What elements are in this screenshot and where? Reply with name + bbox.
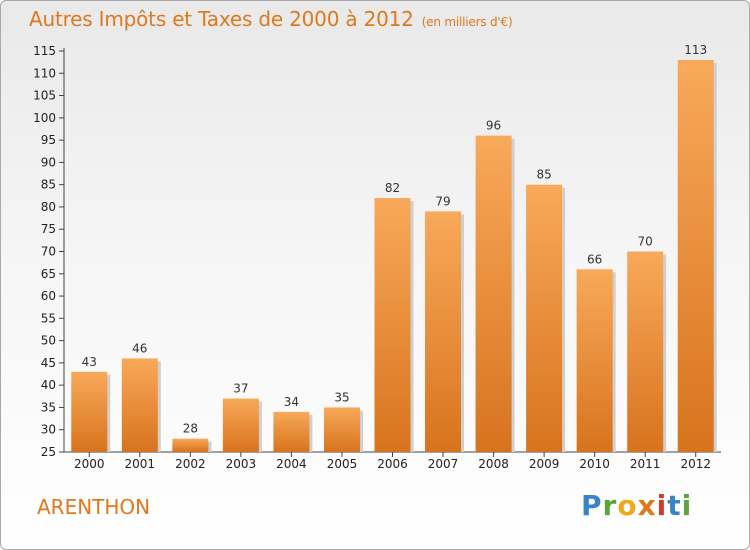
y-tick-label: 60 — [41, 289, 56, 303]
bar — [172, 438, 209, 452]
y-tick-label: 25 — [41, 445, 56, 459]
y-tick-label: 70 — [41, 245, 56, 259]
x-tick-label: 2004 — [276, 457, 307, 471]
x-tick-label: 2003 — [226, 457, 257, 471]
bar — [374, 198, 411, 452]
data-label: 85 — [536, 168, 551, 182]
logo-letter: r — [602, 489, 618, 522]
y-tick-label: 35 — [41, 400, 56, 414]
logo-letter: P — [581, 489, 603, 522]
x-tick-label: 2005 — [327, 457, 358, 471]
place-name: ARENTHON — [37, 495, 151, 519]
data-label: 96 — [486, 119, 501, 133]
logo-letter: x — [637, 489, 657, 522]
data-label: 37 — [233, 382, 248, 396]
x-tick-label: 2000 — [74, 457, 105, 471]
bar — [475, 135, 512, 452]
y-tick-label: 80 — [41, 200, 56, 214]
x-tick-label: 2009 — [529, 457, 560, 471]
data-label: 34 — [284, 395, 299, 409]
bar — [222, 398, 259, 452]
y-tick-label: 75 — [41, 222, 56, 236]
proxiti-logo: Proxiti — [581, 489, 692, 522]
y-tick-label: 100 — [33, 111, 56, 125]
logo-letter: i — [681, 489, 693, 522]
data-label: 28 — [183, 422, 198, 436]
logo-letter: o — [617, 489, 638, 522]
y-tick-label: 30 — [41, 423, 56, 437]
bar — [526, 184, 563, 452]
x-tick-label: 2008 — [478, 457, 509, 471]
logo-letter: i — [656, 489, 668, 522]
x-tick-label: 2011 — [630, 457, 661, 471]
y-tick-label: 105 — [33, 89, 56, 103]
data-label: 35 — [334, 390, 349, 404]
bar — [627, 251, 664, 452]
y-tick-label: 95 — [41, 133, 56, 147]
data-label: 70 — [638, 235, 653, 249]
bar — [576, 269, 613, 452]
bar — [323, 407, 360, 452]
y-tick-label: 65 — [41, 267, 56, 281]
y-tick-label: 45 — [41, 356, 56, 370]
x-tick-label: 2002 — [175, 457, 206, 471]
x-tick-label: 2010 — [579, 457, 610, 471]
data-label: 66 — [587, 252, 602, 266]
x-tick-label: 2001 — [125, 457, 156, 471]
x-tick-label: 2006 — [377, 457, 408, 471]
y-tick-label: 115 — [33, 44, 56, 58]
chart-unit: (en milliers d'€) — [421, 15, 513, 29]
y-tick-label: 110 — [33, 66, 56, 80]
y-tick-label: 50 — [41, 334, 56, 348]
bar — [425, 211, 462, 452]
x-tick-label: 2007 — [428, 457, 459, 471]
data-label: 82 — [385, 181, 400, 195]
y-tick-label: 85 — [41, 178, 56, 192]
data-label: 113 — [684, 43, 707, 57]
data-label: 43 — [82, 355, 97, 369]
data-label: 46 — [132, 341, 147, 355]
chart-title-text: Autres Impôts et Taxes de 2000 à 2012 — [29, 7, 414, 31]
logo-letter: t — [667, 489, 682, 522]
bar — [71, 371, 108, 452]
y-tick-label: 55 — [41, 311, 56, 325]
y-tick-label: 90 — [41, 155, 56, 169]
bar — [121, 358, 158, 452]
chart-title: Autres Impôts et Taxes de 2000 à 2012 (en… — [29, 7, 513, 31]
data-label: 79 — [435, 194, 450, 208]
bar — [677, 59, 714, 453]
x-tick-label: 2012 — [680, 457, 711, 471]
y-tick-label: 40 — [41, 378, 56, 392]
bar — [273, 411, 310, 452]
